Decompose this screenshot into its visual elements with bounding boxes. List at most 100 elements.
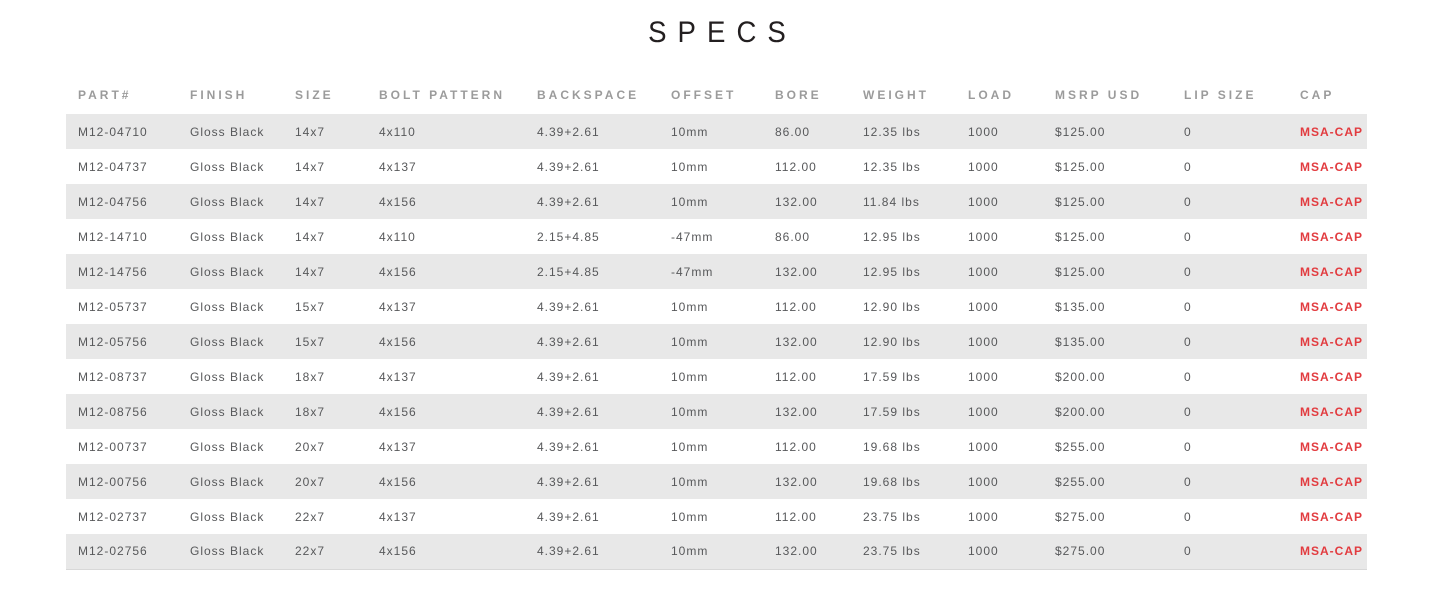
cell-lip_size: 0 [1184,509,1192,524]
cap-link[interactable]: MSA-CAP [1300,264,1363,279]
cap-link[interactable]: MSA-CAP [1300,124,1363,139]
cap-link[interactable]: MSA-CAP [1300,439,1363,454]
cell-finish: Gloss Black [190,334,265,349]
column-header-offset: OFFSET [671,88,737,102]
cell-cap: MSA-CAP [1288,499,1367,534]
cell-part: M12-08756 [78,404,148,419]
table-row: M12-14756 Gloss Black 14x7 4x156 2.15+4.85 -4… [66,254,1367,289]
cap-link[interactable]: MSA-CAP [1300,194,1363,209]
column-header-weight: WEIGHT [863,88,929,102]
cell-finish: Gloss Black [190,229,265,244]
cell-load: 1000 [968,404,999,419]
table-row: M12-02737 Gloss Black 22x7 4x137 4.39+2.61 10… [66,499,1367,534]
cell-size: 14x7 [295,229,326,244]
cell-backspace: 4.39+2.61 [537,334,600,349]
cell-msrp: $200.00 [1055,404,1106,419]
cell-part: M12-08737 [78,369,148,384]
cap-link[interactable]: MSA-CAP [1300,299,1363,314]
cell-size: 14x7 [295,264,326,279]
cell-size: 18x7 [295,404,326,419]
table-row: M12-08737 Gloss Black 18x7 4x137 4.39+2.61 10… [66,359,1367,394]
cell-lip_size: 0 [1184,439,1192,454]
cell-offset: 10mm [671,299,709,314]
cell-finish: Gloss Black [190,404,265,419]
cell-size: 15x7 [295,299,326,314]
cell-size: 20x7 [295,474,326,489]
table-row: M12-14710 Gloss Black 14x7 4x110 2.15+4.85 -4… [66,219,1367,254]
cap-link[interactable]: MSA-CAP [1300,404,1363,419]
cell-finish: Gloss Black [190,474,265,489]
cell-weight: 12.90 lbs [863,299,921,314]
cell-weight: 12.35 lbs [863,159,921,174]
cell-bore: 132.00 [775,404,818,419]
column-header-bolt_pattern: BOLT PATTERN [379,88,505,102]
cell-bore: 112.00 [775,159,817,174]
cell-part: M12-04710 [78,124,148,139]
cell-weight: 19.68 lbs [863,439,921,454]
cell-load: 1000 [968,194,999,209]
cell-bolt_pattern: 4x137 [379,159,417,174]
column-header-bore: BORE [775,88,822,102]
cell-size: 22x7 [295,544,326,559]
table-row: M12-08756 Gloss Black 18x7 4x156 4.39+2.61 10… [66,394,1367,429]
cell-part: M12-04737 [78,159,148,174]
cap-link[interactable]: MSA-CAP [1300,159,1363,174]
cell-bolt_pattern: 4x156 [379,544,417,559]
cell-backspace: 4.39+2.61 [537,369,600,384]
cell-cap: MSA-CAP [1288,184,1367,219]
cell-lip_size: 0 [1184,299,1192,314]
cap-link[interactable]: MSA-CAP [1300,544,1363,559]
cell-msrp: $125.00 [1055,264,1106,279]
cell-load: 1000 [968,544,999,559]
cell-backspace: 4.39+2.61 [537,439,600,454]
cap-link[interactable]: MSA-CAP [1300,474,1363,489]
page-title: SPECS [648,16,797,49]
cell-size: 14x7 [295,194,326,209]
cell-bolt_pattern: 4x137 [379,439,417,454]
cell-size: 18x7 [295,369,326,384]
cell-part: M12-05737 [78,299,148,314]
cell-weight: 12.95 lbs [863,264,921,279]
cell-weight: 23.75 lbs [863,544,921,559]
cell-bore: 112.00 [775,439,817,454]
cell-bolt_pattern: 4x156 [379,194,417,209]
cell-weight: 19.68 lbs [863,474,921,489]
cell-msrp: $200.00 [1055,369,1106,384]
cell-msrp: $125.00 [1055,229,1106,244]
cell-bolt_pattern: 4x137 [379,299,417,314]
cell-finish: Gloss Black [190,509,265,524]
cell-offset: 10mm [671,474,709,489]
cell-lip_size: 0 [1184,544,1192,559]
cell-bolt_pattern: 4x137 [379,509,417,524]
cell-size: 14x7 [295,124,326,139]
cap-link[interactable]: MSA-CAP [1300,509,1363,524]
cell-cap: MSA-CAP [1288,114,1367,149]
cell-lip_size: 0 [1184,334,1192,349]
cell-bolt_pattern: 4x156 [379,404,417,419]
specs-table-header: PART# FINISH SIZE BOLT PATTERN BACKSPACE OFFS… [66,88,1367,114]
cell-bore: 132.00 [775,264,818,279]
cell-lip_size: 0 [1184,159,1192,174]
cell-msrp: $255.00 [1055,474,1106,489]
cell-load: 1000 [968,334,999,349]
table-row: M12-02756 Gloss Black 22x7 4x156 4.39+2.61 10… [66,534,1367,569]
cap-link[interactable]: MSA-CAP [1300,229,1363,244]
table-row: M12-05756 Gloss Black 15x7 4x156 4.39+2.61 10… [66,324,1367,359]
specs-table-container: PART# FINISH SIZE BOLT PATTERN BACKSPACE OFFS… [66,88,1367,570]
cell-offset: 10mm [671,369,709,384]
cell-backspace: 2.15+4.85 [537,229,600,244]
cap-link[interactable]: MSA-CAP [1300,369,1363,384]
cell-weight: 12.35 lbs [863,124,921,139]
cell-bore: 132.00 [775,334,818,349]
cap-link[interactable]: MSA-CAP [1300,334,1363,349]
column-header-backspace: BACKSPACE [537,88,640,102]
cell-bolt_pattern: 4x156 [379,264,417,279]
cell-load: 1000 [968,474,999,489]
cell-load: 1000 [968,299,999,314]
cell-cap: MSA-CAP [1288,324,1367,359]
cell-msrp: $255.00 [1055,439,1106,454]
cell-backspace: 4.39+2.61 [537,194,600,209]
cell-backspace: 4.39+2.61 [537,509,600,524]
cell-backspace: 4.39+2.61 [537,404,600,419]
cell-part: M12-02756 [78,544,148,559]
